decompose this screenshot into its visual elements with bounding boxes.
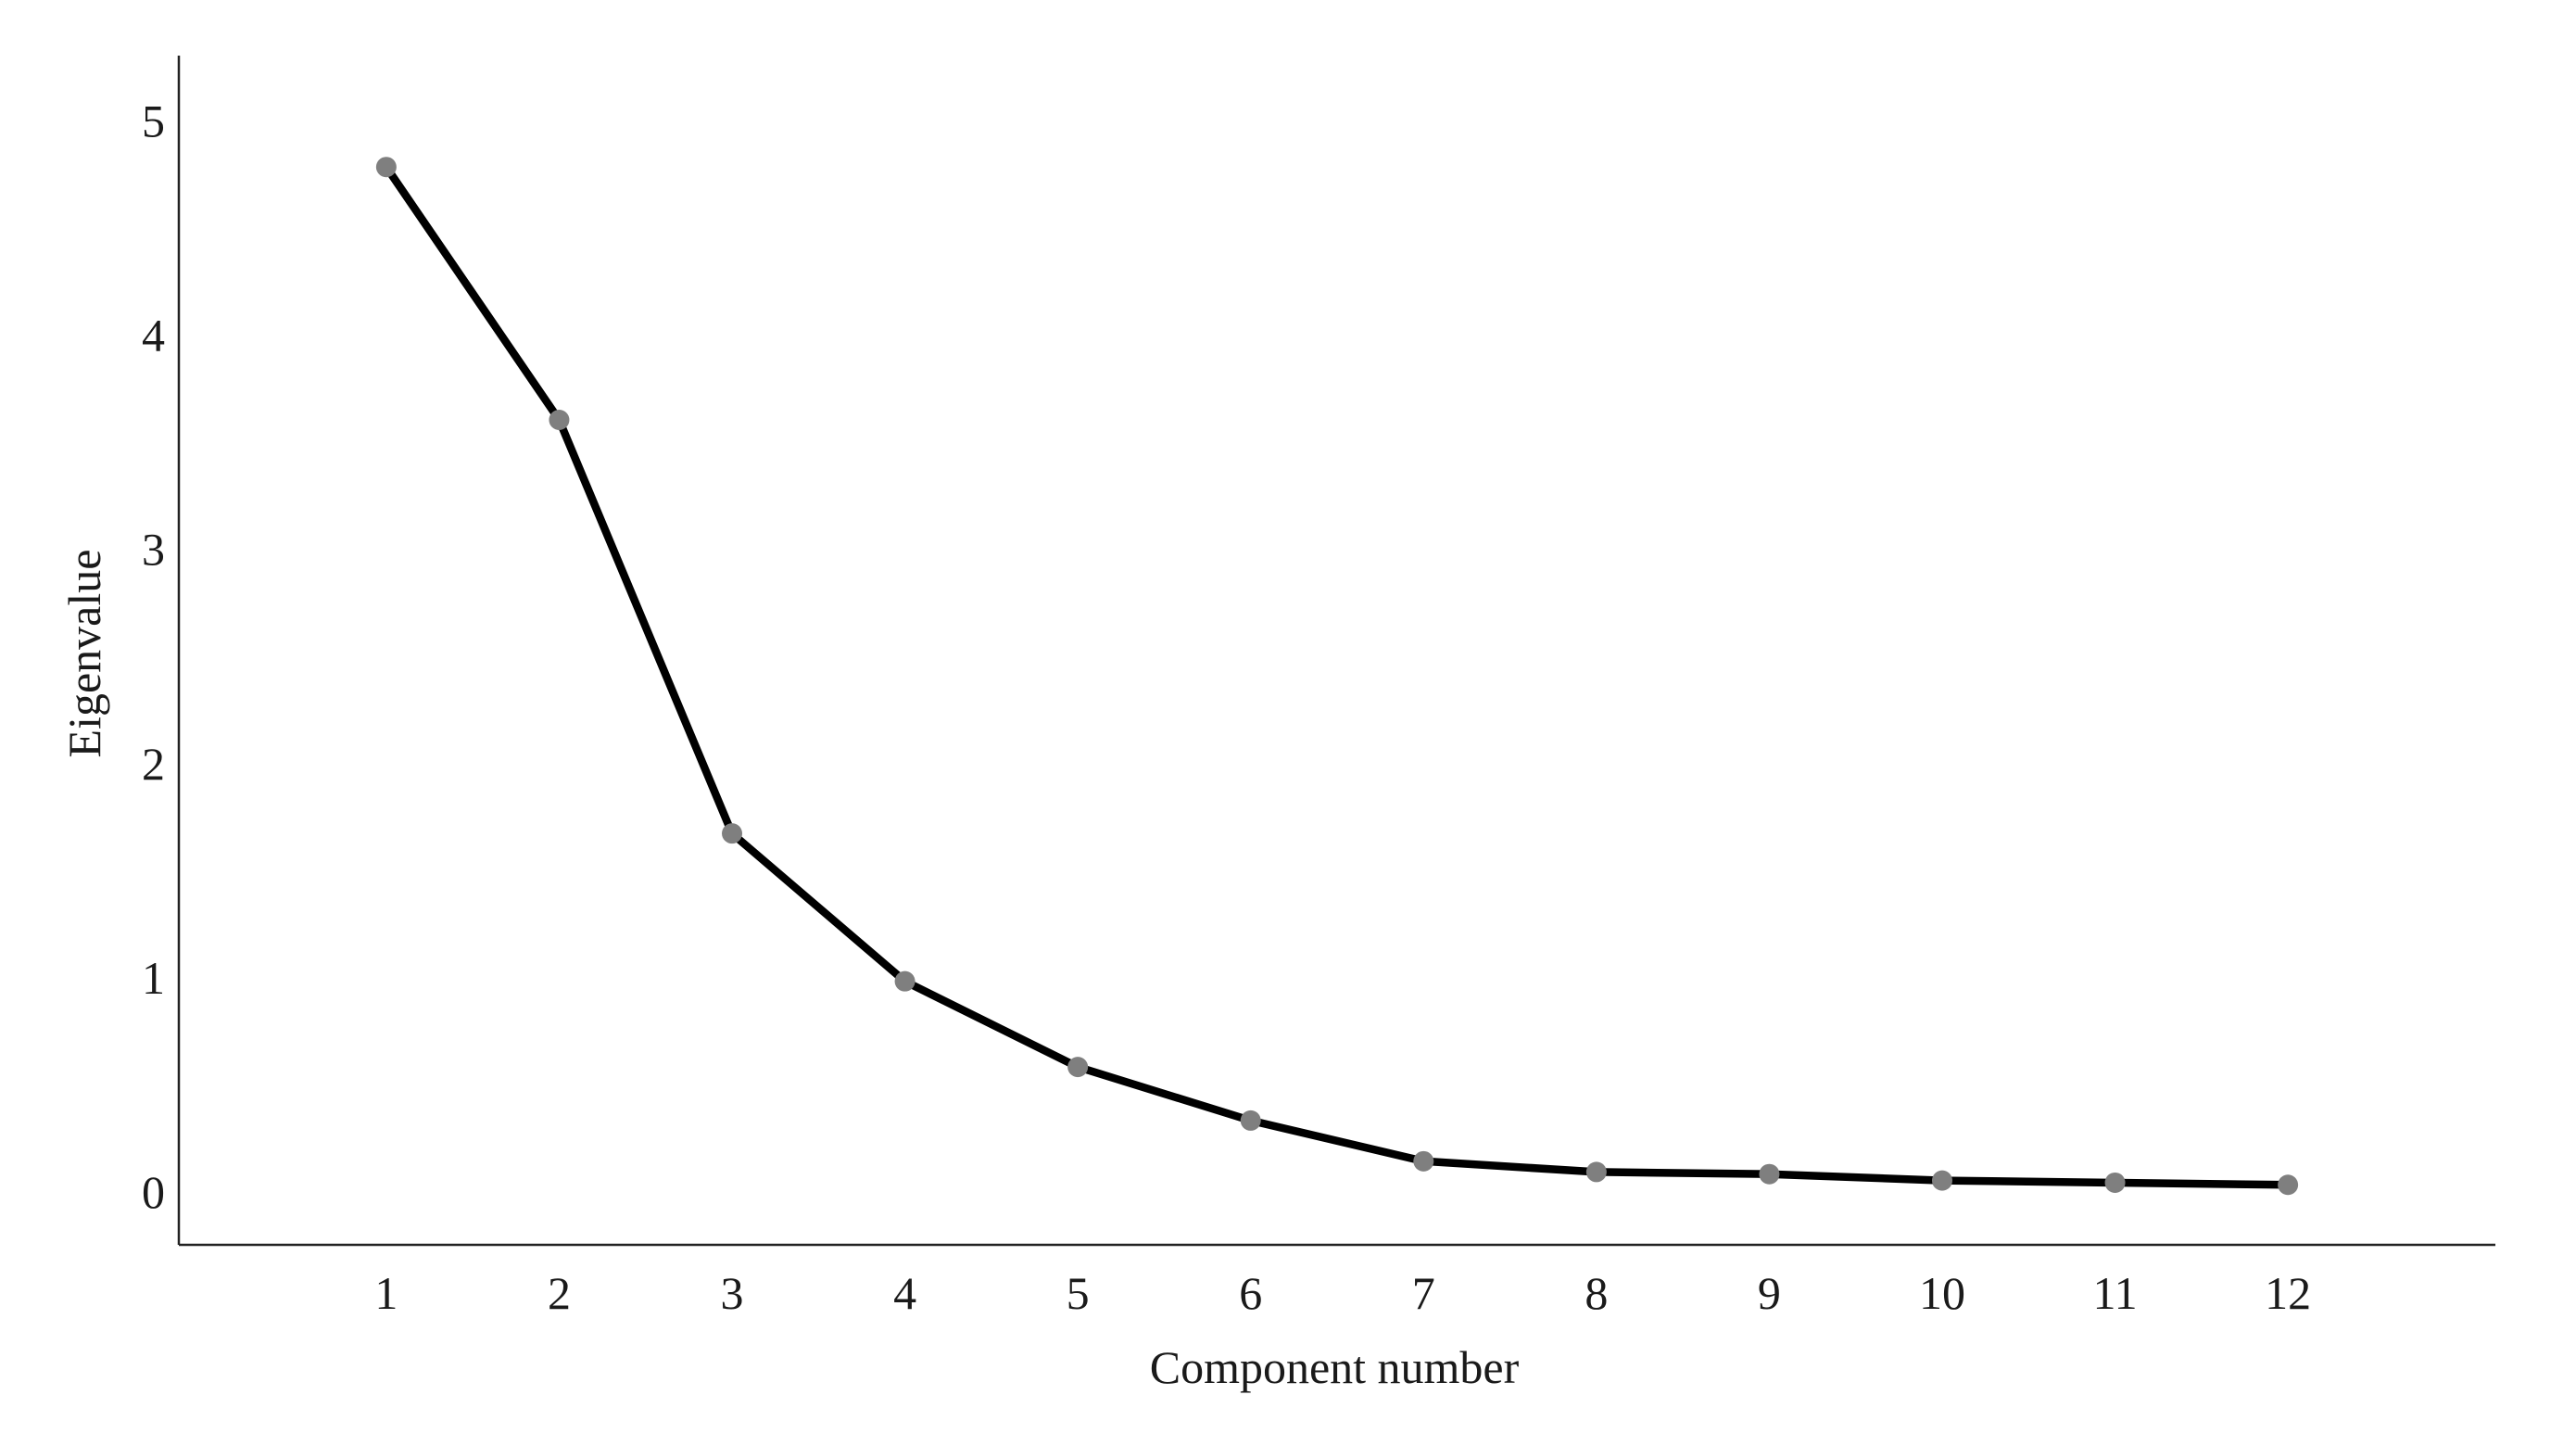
series-layer xyxy=(382,162,2292,1189)
y-tick-label: 2 xyxy=(142,738,165,790)
y-axis-title: Eigenvalue xyxy=(58,550,110,758)
markers-layer xyxy=(375,157,2299,1196)
data-point xyxy=(722,823,743,844)
data-point xyxy=(894,970,915,992)
x-tick-label: 4 xyxy=(893,1267,916,1319)
data-point xyxy=(1585,1161,1607,1183)
data-point xyxy=(375,157,397,178)
x-tick-label: 2 xyxy=(548,1267,571,1319)
x-tick-label: 7 xyxy=(1412,1267,1435,1319)
data-point xyxy=(1067,1057,1089,1078)
y-tick-label: 5 xyxy=(142,95,165,146)
x-tick-label: 11 xyxy=(2092,1267,2137,1319)
series-line xyxy=(382,162,2292,1189)
y-tick-label: 3 xyxy=(142,524,165,576)
x-tick-label: 8 xyxy=(1585,1267,1608,1319)
x-tick-label: 3 xyxy=(721,1267,744,1319)
data-point xyxy=(1240,1110,1261,1131)
y-tick-label: 0 xyxy=(142,1166,165,1218)
x-tick-label: 12 xyxy=(2265,1267,2311,1319)
data-point xyxy=(1759,1163,1780,1185)
x-tick-label: 9 xyxy=(1758,1267,1781,1319)
y-tick-label: 4 xyxy=(142,310,165,361)
x-tick-label: 6 xyxy=(1239,1267,1262,1319)
y-tick-label: 1 xyxy=(142,952,165,1004)
data-point xyxy=(2104,1172,2126,1193)
axes xyxy=(177,56,2495,1247)
data-point xyxy=(1931,1170,1952,1191)
data-point xyxy=(549,409,570,430)
x-tick-label: 1 xyxy=(374,1267,398,1319)
data-point xyxy=(2278,1174,2299,1196)
x-tick-label: 5 xyxy=(1067,1267,1090,1319)
data-point xyxy=(1413,1150,1434,1172)
x-axis-title: Component number xyxy=(1150,1341,1520,1393)
x-tick-label: 10 xyxy=(1919,1267,1965,1319)
